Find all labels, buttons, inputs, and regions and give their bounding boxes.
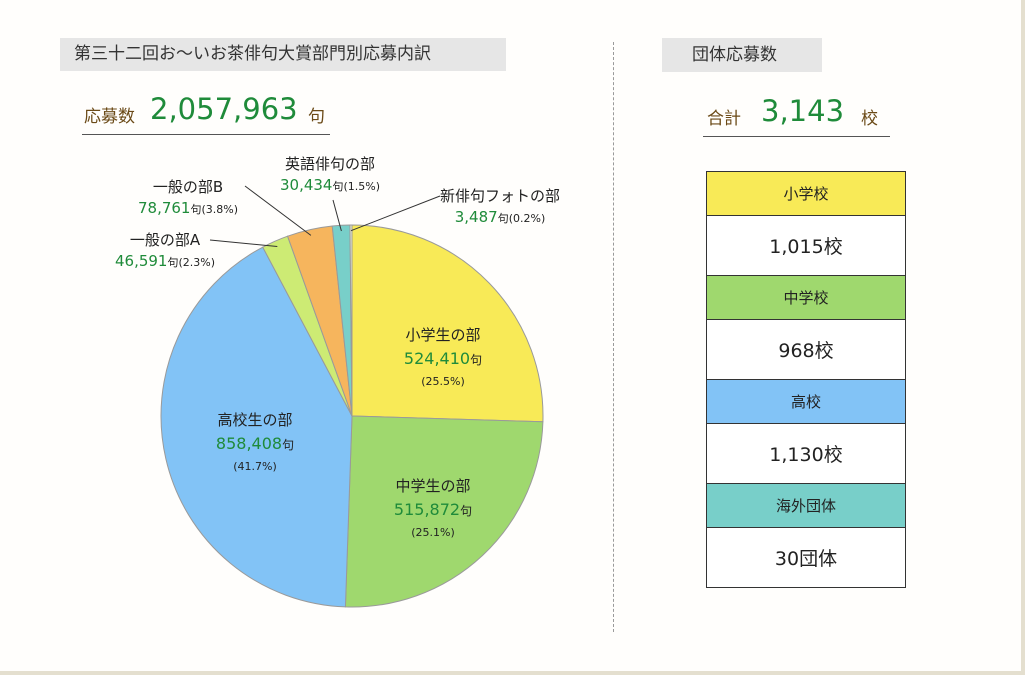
total-label: 応募数 <box>84 107 135 127</box>
leader-line <box>209 239 278 247</box>
school-count-overseas: 30団体 <box>706 527 906 588</box>
leader-line <box>350 195 441 232</box>
school-category-overseas: 海外団体 <box>706 483 906 528</box>
school-table: 小学校 1,015校 中学校 968校 高校 1,130校 海外団体 30団体 <box>706 171 906 588</box>
school-sum: 合計 3,143 校 <box>703 92 890 137</box>
slice-name-label: 中学生の部 <box>395 477 470 495</box>
pie-slice <box>349 224 353 417</box>
pie-slice <box>351 224 544 423</box>
vertical-divider <box>613 42 614 632</box>
frame-bottom <box>0 671 1025 675</box>
school-count-junior-high: 968校 <box>706 319 906 380</box>
chart-title: 第三十二回お～いお茶俳句大賞部門別応募内訳 <box>60 38 506 71</box>
sum-unit: 校 <box>861 109 878 129</box>
sum-value: 3,143 <box>761 94 845 128</box>
frame-right <box>1021 0 1025 675</box>
school-count-high: 1,130校 <box>706 423 906 484</box>
pie-chart: 小学生の部 524,410句 (25.5%) 中学生の部 515,872句 (25.1%)… <box>115 155 560 608</box>
school-category-junior-high: 中学校 <box>706 275 906 320</box>
slice-value-label: 78,761句(3.8%) <box>138 199 238 217</box>
sum-label: 合計 <box>707 109 741 129</box>
leader-line <box>332 199 342 232</box>
slice-value-label: 46,591句(2.3%) <box>115 252 215 270</box>
pie-slice <box>344 415 544 608</box>
slice-value-label: 3,487句(0.2%) <box>455 208 545 226</box>
school-panel-title: 団体応募数 <box>662 38 822 72</box>
slice-name-label: 小学生の部 <box>405 326 480 344</box>
slice-value-label: 515,872句 <box>394 500 472 519</box>
slice-percent-label: (41.7%) <box>233 460 277 473</box>
slice-name-label: 英語俳句の部 <box>285 155 375 173</box>
school-category-elementary: 小学校 <box>706 171 906 216</box>
school-count-elementary: 1,015校 <box>706 215 906 276</box>
slice-value-label: 524,410句 <box>404 349 482 368</box>
slice-name-label: 一般の部B <box>153 178 223 196</box>
slice-name-label: 高校生の部 <box>217 411 292 429</box>
pie-slice <box>160 246 353 608</box>
total-value: 2,057,963 <box>150 92 298 126</box>
leader-line <box>244 185 312 236</box>
slice-percent-label: (25.5%) <box>421 375 465 388</box>
total-unit: 句 <box>308 107 325 127</box>
slice-percent-label: (25.1%) <box>411 526 455 539</box>
slice-name-label: 一般の部A <box>130 231 201 249</box>
slice-value-label: 30,434句(1.5%) <box>280 176 380 194</box>
total-entries: 応募数 2,057,963 句 <box>82 90 330 135</box>
school-category-high: 高校 <box>706 379 906 424</box>
slice-value-label: 858,408句 <box>216 434 294 453</box>
slice-name-label: 新俳句フォトの部 <box>440 187 560 205</box>
